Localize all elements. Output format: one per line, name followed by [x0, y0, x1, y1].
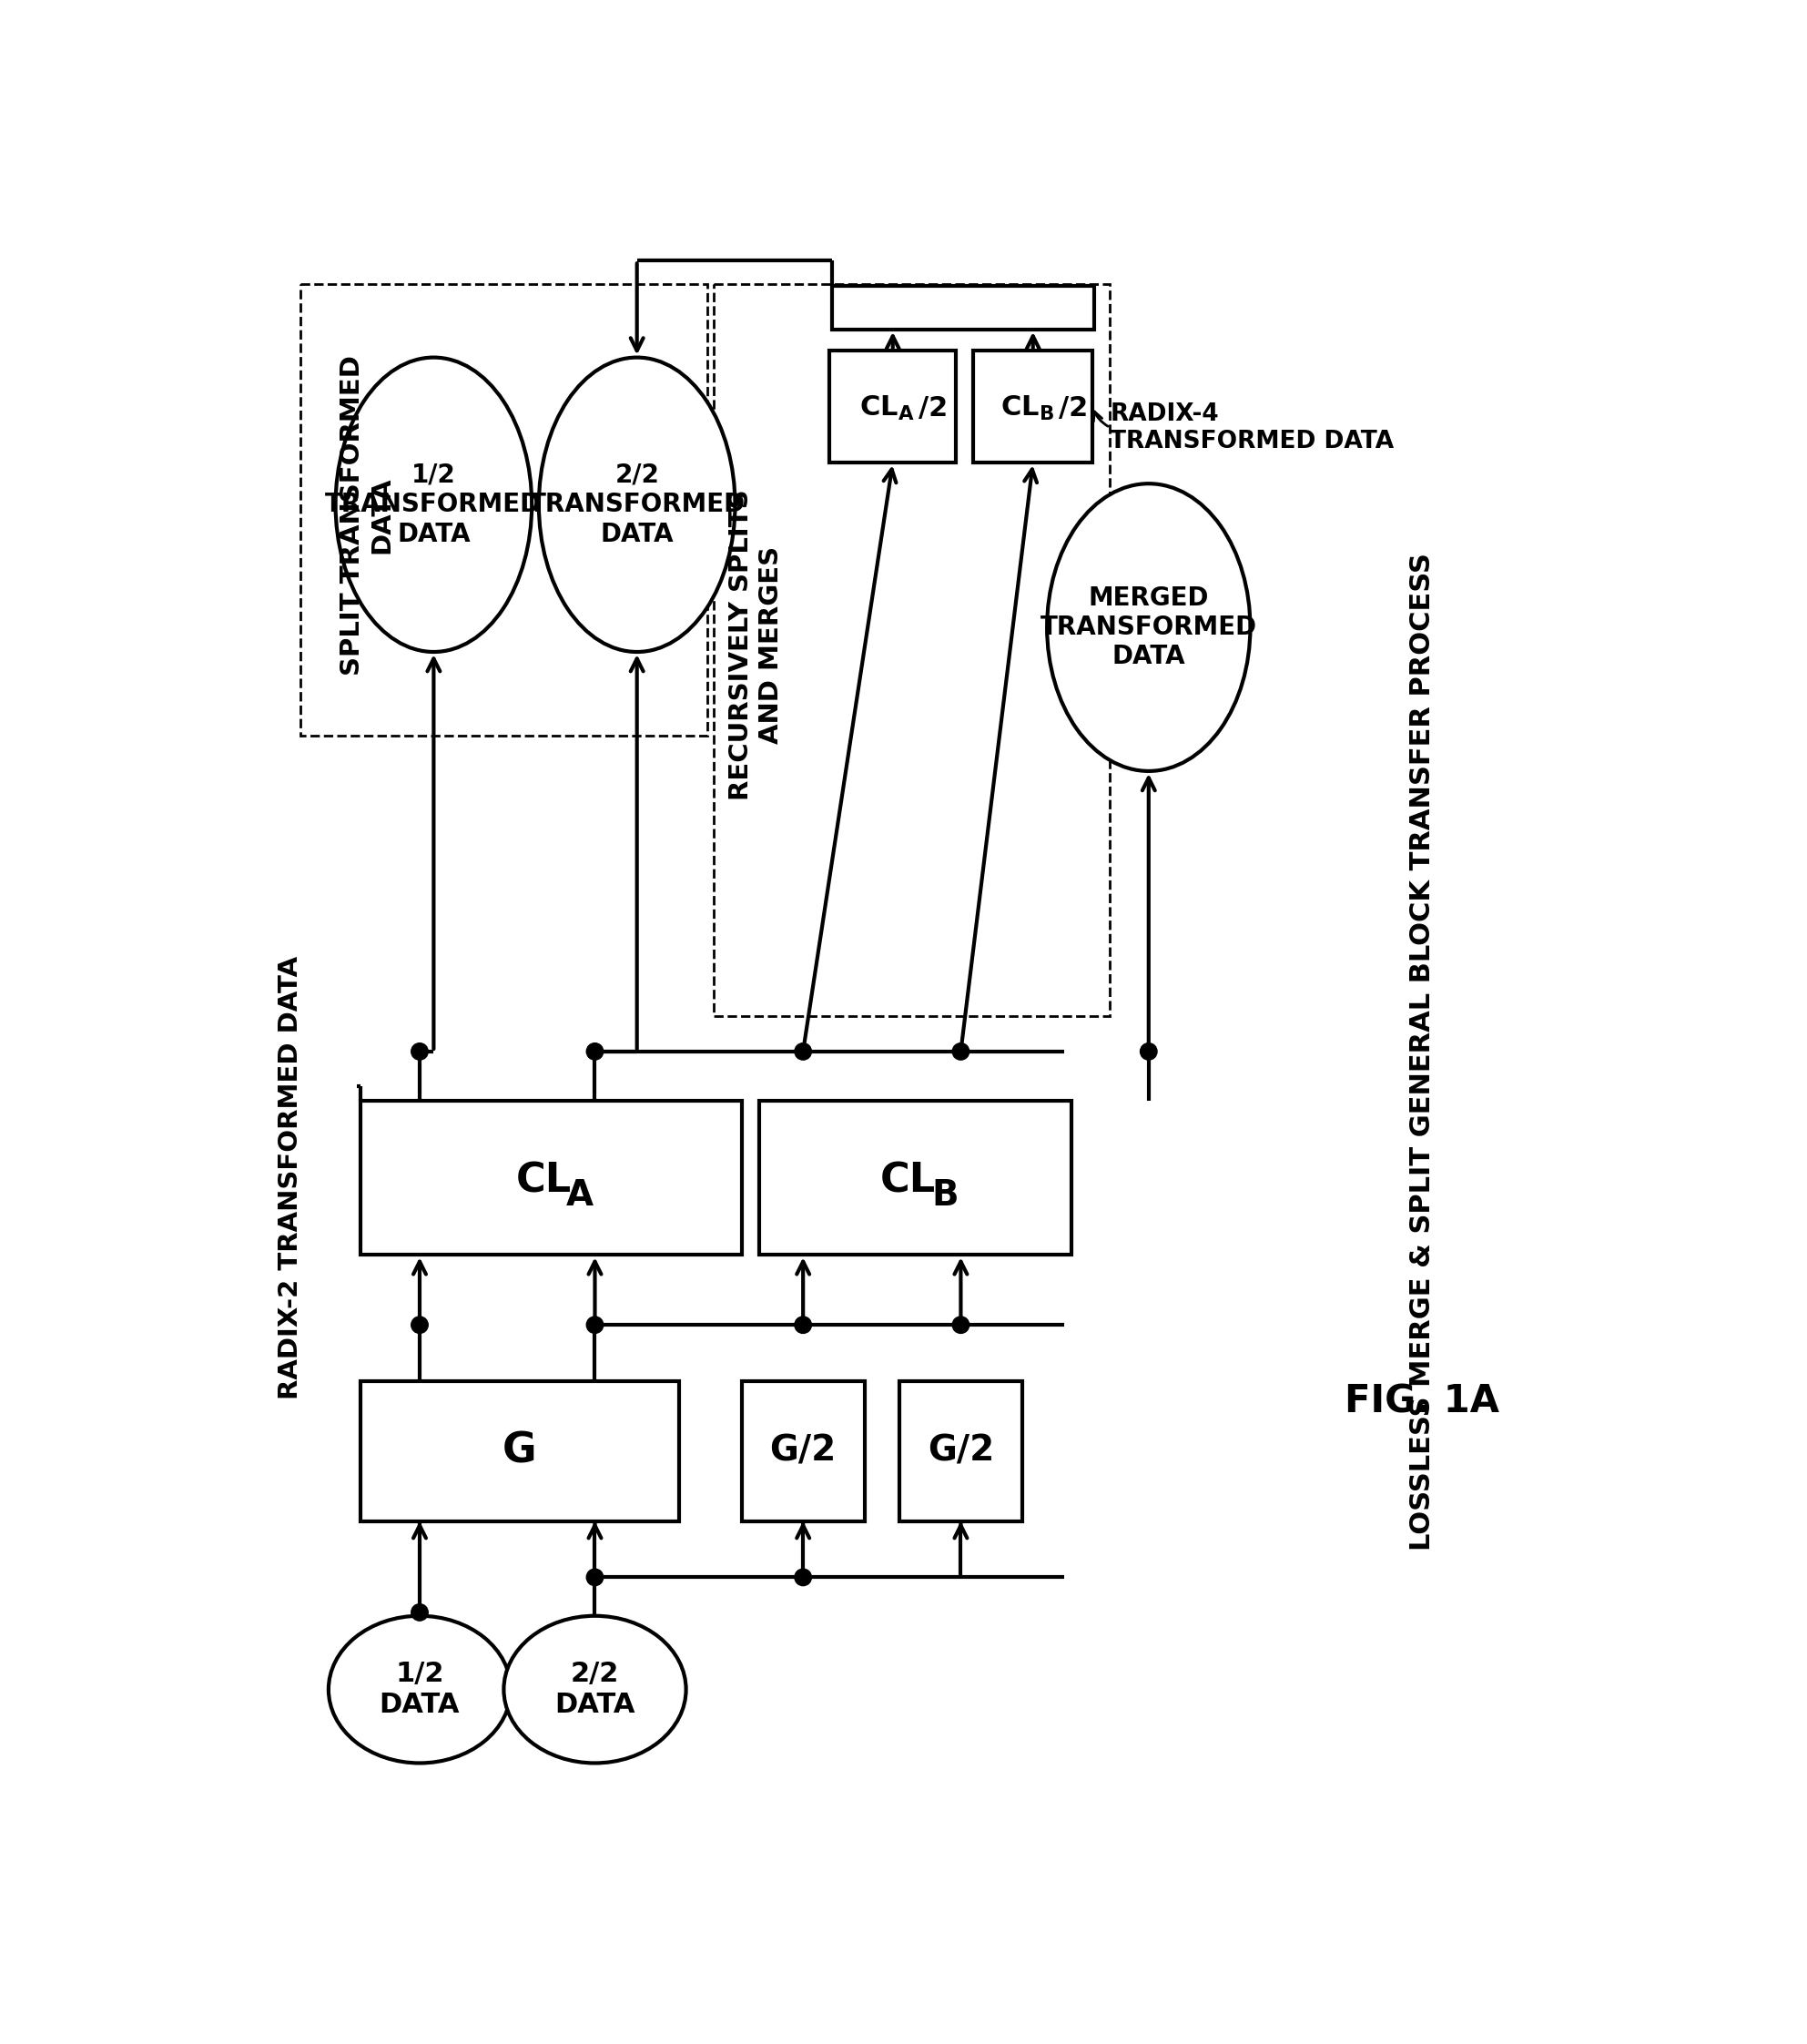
Ellipse shape: [1046, 484, 1250, 771]
Circle shape: [952, 1042, 969, 1061]
Text: CL: CL: [515, 1161, 571, 1200]
Circle shape: [952, 1316, 969, 1333]
Text: $\mathregular{CL_A}$: $\mathregular{CL_A}$: [860, 394, 914, 423]
Circle shape: [587, 1316, 604, 1333]
Circle shape: [412, 1316, 428, 1333]
Text: B: B: [931, 1177, 958, 1212]
Text: LOSSLESS MERGE & SPLIT GENERAL BLOCK TRANSFER PROCESS: LOSSLESS MERGE & SPLIT GENERAL BLOCK TRA…: [1409, 552, 1435, 1551]
Circle shape: [412, 1605, 428, 1621]
Text: RECURSIVELY SPLITS
AND MERGES: RECURSIVELY SPLITS AND MERGES: [728, 489, 784, 801]
Bar: [743, 1382, 866, 1521]
Bar: [831, 286, 1093, 329]
Text: /2: /2: [918, 394, 949, 421]
Bar: [360, 1382, 679, 1521]
Ellipse shape: [504, 1617, 687, 1764]
Bar: [300, 284, 707, 736]
Text: /2: /2: [1059, 394, 1088, 421]
Text: $\mathregular{CL_B}$: $\mathregular{CL_B}$: [1001, 394, 1053, 423]
Bar: [974, 350, 1093, 462]
Circle shape: [1140, 1042, 1156, 1061]
Ellipse shape: [538, 358, 735, 652]
Text: MERGED
TRANSFORMED
DATA: MERGED TRANSFORMED DATA: [1041, 585, 1258, 670]
Text: SPLIT TRANSFORMED
DATA: SPLIT TRANSFORMED DATA: [340, 356, 394, 675]
Text: RADIX-4
TRANSFORMED DATA: RADIX-4 TRANSFORMED DATA: [1109, 403, 1395, 454]
Circle shape: [587, 1570, 604, 1586]
Ellipse shape: [329, 1617, 511, 1764]
Bar: [900, 1382, 1023, 1521]
Text: 2/2
DATA: 2/2 DATA: [555, 1662, 636, 1717]
Circle shape: [795, 1316, 811, 1333]
Circle shape: [587, 1042, 604, 1061]
Text: CL: CL: [880, 1161, 936, 1200]
Bar: [360, 1100, 743, 1255]
Text: A: A: [566, 1177, 595, 1212]
Circle shape: [795, 1042, 811, 1061]
Text: FIG. 1A: FIG. 1A: [1344, 1384, 1500, 1421]
Text: G/2: G/2: [770, 1433, 837, 1468]
Bar: [714, 284, 1109, 1016]
Text: RADIX-2 TRANSFORMED DATA: RADIX-2 TRANSFORMED DATA: [276, 957, 304, 1400]
Text: G: G: [502, 1431, 537, 1472]
Ellipse shape: [336, 358, 531, 652]
Circle shape: [795, 1570, 811, 1586]
Text: 1/2
TRANSFORMED
DATA: 1/2 TRANSFORMED DATA: [325, 462, 542, 548]
Text: 1/2
DATA: 1/2 DATA: [379, 1662, 461, 1717]
Text: G/2: G/2: [927, 1433, 994, 1468]
Text: 2/2
TRANSFORMED
DATA: 2/2 TRANSFORMED DATA: [529, 462, 744, 548]
Bar: [829, 350, 956, 462]
Bar: [759, 1100, 1072, 1255]
Circle shape: [412, 1042, 428, 1061]
